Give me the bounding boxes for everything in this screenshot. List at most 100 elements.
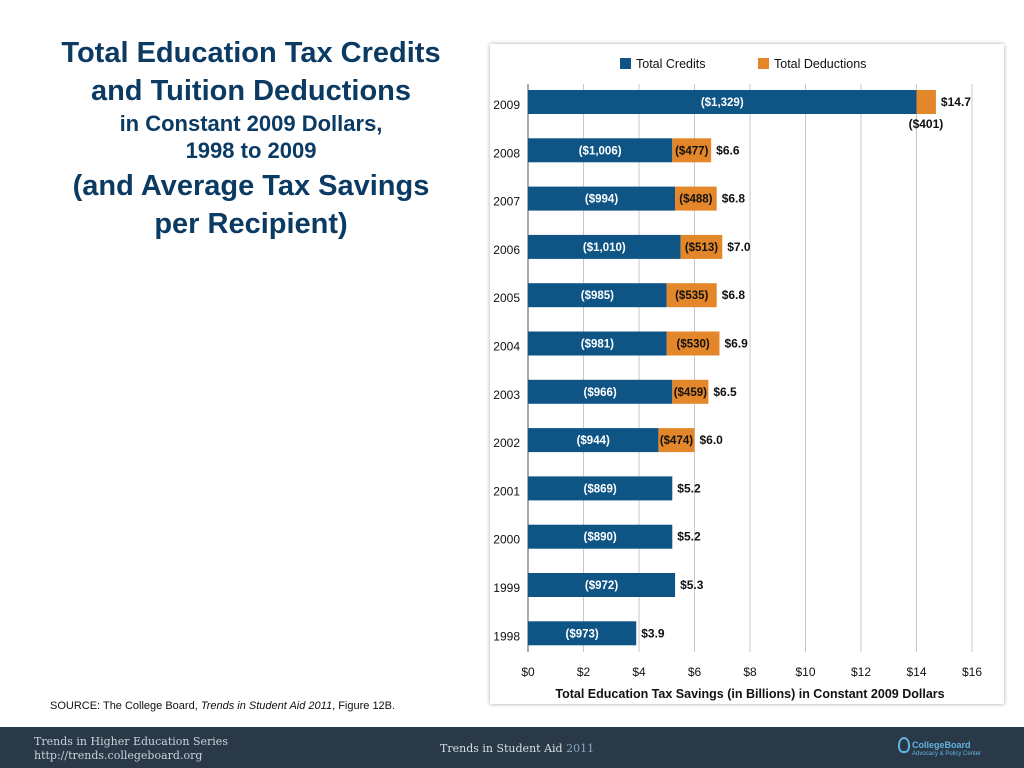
bar-credits <box>528 331 667 356</box>
data-label-total: $5.2 <box>677 481 701 495</box>
x-tick-label: $4 <box>632 665 646 679</box>
title-line-4: 1998 to 2009 <box>185 138 317 163</box>
bar-credits <box>528 234 681 259</box>
x-tick-label: $10 <box>795 665 815 679</box>
y-tick-label: 1998 <box>493 629 520 643</box>
x-tick-label: $2 <box>577 665 591 679</box>
bar-deductions <box>675 186 717 211</box>
title-line-3: in Constant 2009 Dollars, <box>119 111 383 136</box>
bar-credits <box>528 524 673 549</box>
data-label-credits: ($966) <box>584 387 617 399</box>
chart-panel: $0 $2 $4 $6 $8 $10 $12 $14 $16 Total Education Ta… <box>490 44 1004 704</box>
footer-series: Trends in Higher Education Series http:/… <box>34 735 228 763</box>
source-suffix: , Figure 12B. <box>332 700 396 712</box>
data-label-credits: ($890) <box>584 532 617 544</box>
x-tick-label: $0 <box>521 665 535 679</box>
bar-deductions <box>672 379 709 404</box>
bar-credits <box>528 138 673 163</box>
data-label-deductions: ($513) <box>685 242 718 254</box>
data-label-total: $6.5 <box>713 385 737 399</box>
bar-credits <box>528 476 673 501</box>
legend-swatch <box>620 58 631 69</box>
source-note: SOURCE: The College Board, Trends in Stu… <box>50 700 395 712</box>
data-label-credits: ($981) <box>581 339 614 351</box>
bar-credits <box>528 283 667 308</box>
y-tick-label: 2008 <box>493 146 520 160</box>
bar-credits <box>528 573 676 597</box>
data-label-credits: ($994) <box>585 194 618 206</box>
source-prefix: SOURCE: The College Board, <box>50 700 201 712</box>
y-tick-label: 2004 <box>493 340 520 354</box>
y-tick-label: 2006 <box>493 243 520 257</box>
bar-deductions <box>916 90 936 114</box>
bar-chart: $0 $2 $4 $6 $8 $10 $12 $14 $16 Total Education Ta… <box>493 57 982 701</box>
y-tick-label: 2003 <box>493 388 520 402</box>
bar-deductions <box>680 234 723 259</box>
title-line-2: and Tuition Deductions <box>90 75 412 107</box>
data-label-credits: ($973) <box>565 628 598 640</box>
data-label-total: $6.9 <box>724 337 748 351</box>
data-label-deductions: ($474) <box>660 435 693 447</box>
legend-swatch <box>758 58 769 69</box>
y-tick-label: 2007 <box>493 195 520 209</box>
y-tick-label: 2001 <box>493 484 520 498</box>
data-label-total: $6.8 <box>722 288 746 302</box>
data-label-total: $3.9 <box>641 626 665 640</box>
data-label-credits: ($985) <box>581 290 614 302</box>
y-tick-label: 1999 <box>493 581 520 595</box>
data-label-credits: ($944) <box>577 435 610 447</box>
data-label-credits: ($1,006) <box>579 145 622 157</box>
x-tick-label: $12 <box>851 665 871 679</box>
data-label-deductions: ($477) <box>675 145 708 157</box>
data-label-credits: ($1,010) <box>583 242 626 254</box>
slide-title: Total Education Tax Credits and Tuition … <box>20 34 482 243</box>
x-tick-label: $16 <box>962 665 982 679</box>
bar-credits <box>528 379 673 404</box>
y-tick-label: 2000 <box>493 533 520 547</box>
data-label-total: $6.0 <box>700 433 724 447</box>
data-label-deductions: ($459) <box>674 387 707 399</box>
footer-series-url[interactable]: http://trends.collegeboard.org <box>34 749 203 762</box>
x-tick-label: $6 <box>688 665 702 679</box>
footer-center-text: Trends in Student Aid <box>440 742 567 755</box>
title-line-5: (and Average Tax Savings <box>72 170 430 202</box>
source-publication: Trends in Student Aid 2011 <box>200 700 333 712</box>
y-tick-label: 2002 <box>493 436 520 450</box>
y-tick-label: 2009 <box>493 98 520 112</box>
bar-deductions <box>672 138 712 163</box>
data-label-credits: ($972) <box>585 580 618 592</box>
x-axis-title: Total Education Tax Savings (in Billions… <box>555 687 944 701</box>
y-tick-label: 2005 <box>493 291 520 305</box>
data-label-total: $14.7 <box>941 95 971 109</box>
collegeboard-logo: CollegeBoard Advocacy & Policy Center <box>898 735 1008 761</box>
data-label-deductions: ($401) <box>909 117 944 131</box>
bar-deductions <box>666 283 717 308</box>
bar-deductions <box>666 331 720 356</box>
acorn-icon <box>898 737 910 753</box>
data-label-total: $5.3 <box>680 578 704 592</box>
data-label-credits: ($869) <box>584 483 617 495</box>
x-tick-label: $14 <box>906 665 926 679</box>
data-label-total: $7.0 <box>727 240 751 254</box>
footer-center: Trends in Student Aid 2011 <box>440 742 594 755</box>
title-line-1: Total Education Tax Credits <box>61 37 441 69</box>
footer-series-title: Trends in Higher Education Series <box>34 735 228 748</box>
data-label-total: $6.6 <box>716 143 740 157</box>
data-label-deductions: ($530) <box>676 339 709 351</box>
bar-credits <box>528 621 637 646</box>
bar-deductions <box>658 428 695 453</box>
data-label-deductions: ($488) <box>679 194 712 206</box>
legend-entry: Total Deductions <box>774 57 866 71</box>
bar-credits <box>528 90 917 114</box>
legend-entry: Total Credits <box>636 57 705 71</box>
data-label-total: $6.8 <box>722 192 746 206</box>
bar-credits <box>528 186 676 211</box>
bar-credits <box>528 428 659 453</box>
data-label-total: $5.2 <box>677 530 701 544</box>
footer-bar: Trends in Higher Education Series http:/… <box>0 727 1024 768</box>
x-tick-label: $8 <box>743 665 757 679</box>
footer-center-year: 2011 <box>566 742 595 755</box>
title-line-6: per Recipient) <box>154 208 348 240</box>
logo-subtitle: Advocacy & Policy Center <box>912 751 982 757</box>
data-label-deductions: ($535) <box>675 290 708 302</box>
